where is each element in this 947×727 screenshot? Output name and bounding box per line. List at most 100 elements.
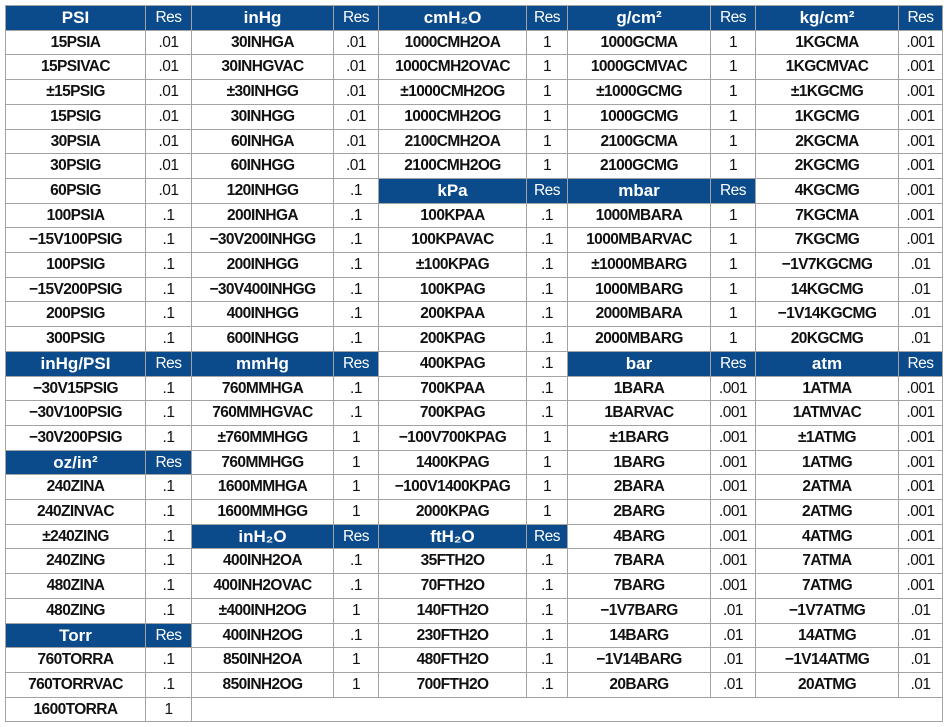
- column-header-unit: inHg/PSI: [5, 351, 146, 377]
- resolution-cell: .1: [333, 203, 379, 228]
- resolution-cell: 1: [333, 450, 379, 475]
- resolution-cell: .01: [333, 54, 379, 80]
- range-code-cell: 700KPAG: [378, 400, 527, 426]
- column-header-res: Res: [333, 351, 379, 377]
- range-code-cell: 1000MBARG: [567, 277, 711, 302]
- range-code-cell: ±1BARG: [567, 425, 711, 451]
- resolution-cell: .1: [333, 178, 379, 204]
- range-code-cell: 760TORRA: [5, 647, 146, 673]
- range-code-cell: ±1ATMG: [755, 425, 899, 451]
- resolution-cell: .01: [333, 30, 379, 55]
- range-code-cell: 30PSIG: [5, 153, 146, 179]
- resolution-cell: 1: [526, 425, 568, 451]
- resolution-cell: .001: [710, 425, 756, 451]
- resolution-cell: .001: [898, 573, 943, 599]
- resolution-cell: .1: [145, 252, 192, 278]
- range-code-cell: ±30INHGG: [191, 79, 334, 105]
- resolution-cell: .1: [145, 524, 192, 549]
- range-code-cell: −30V100PSIG: [5, 400, 146, 426]
- resolution-cell: 1: [710, 326, 756, 352]
- resolution-cell: 1: [526, 79, 568, 105]
- range-code-cell: 7BARA: [567, 548, 711, 574]
- resolution-cell: .01: [145, 153, 192, 179]
- range-code-cell: 15PSIVAC: [5, 54, 146, 80]
- range-code-cell: 760TORRVAC: [5, 672, 146, 698]
- range-code-cell: 850INH2OA: [191, 647, 334, 673]
- range-code-cell: −100V700KPAG: [378, 425, 527, 451]
- range-code-cell: ±400INH2OG: [191, 598, 334, 624]
- resolution-cell: 1: [710, 301, 756, 327]
- range-code-cell: 760MMHGG: [191, 450, 334, 475]
- resolution-cell: .001: [898, 30, 943, 55]
- range-code-cell: 2KGCMG: [755, 153, 899, 179]
- range-code-cell: 14KGCMG: [755, 277, 899, 302]
- range-code-cell: −1V14BARG: [567, 647, 711, 673]
- range-code-cell: 100KPAVAC: [378, 227, 527, 253]
- range-code-cell: 2100CMH2OG: [378, 153, 527, 179]
- resolution-cell: .001: [898, 203, 943, 228]
- resolution-cell: .1: [145, 301, 192, 327]
- range-code-cell: 70FTH2O: [378, 573, 527, 599]
- resolution-cell: .001: [898, 548, 943, 574]
- range-code-cell: 4ATMG: [755, 524, 899, 549]
- resolution-cell: .1: [333, 376, 379, 401]
- range-code-cell: 850INH2OG: [191, 672, 334, 698]
- column-header-res: Res: [333, 5, 379, 31]
- range-code-cell: 1KGCMA: [755, 30, 899, 55]
- column-header-unit: cmH₂O: [378, 5, 527, 31]
- range-code-cell: 300PSIG: [5, 326, 146, 352]
- resolution-cell: .001: [898, 153, 943, 179]
- resolution-cell: .1: [526, 548, 568, 574]
- range-code-cell: 1ATMVAC: [755, 400, 899, 426]
- empty-cell: [191, 697, 943, 722]
- resolution-cell: 1: [710, 104, 756, 130]
- column-header-res: Res: [145, 623, 192, 648]
- range-code-cell: 2ATMG: [755, 499, 899, 525]
- resolution-cell: .01: [333, 79, 379, 105]
- resolution-cell: 1: [526, 474, 568, 500]
- column-header-unit: inH₂O: [191, 524, 334, 549]
- column-header-res: Res: [145, 450, 192, 475]
- resolution-cell: .1: [145, 203, 192, 228]
- resolution-cell: .001: [898, 499, 943, 525]
- resolution-cell: .1: [145, 672, 192, 698]
- resolution-cell: .01: [898, 301, 943, 327]
- resolution-cell: .01: [333, 129, 379, 154]
- column-header-res: Res: [898, 5, 943, 31]
- range-code-cell: 20ATMG: [755, 672, 899, 698]
- resolution-cell: .1: [333, 548, 379, 574]
- range-code-cell: 400INH2OA: [191, 548, 334, 574]
- resolution-cell: 1: [710, 227, 756, 253]
- range-code-cell: −30V200PSIG: [5, 425, 146, 451]
- resolution-cell: 1: [710, 79, 756, 105]
- range-code-cell: 1000GCMG: [567, 104, 711, 130]
- column-header-res: Res: [710, 178, 756, 204]
- resolution-cell: 1: [333, 647, 379, 673]
- resolution-cell: .1: [145, 277, 192, 302]
- resolution-cell: .01: [898, 326, 943, 352]
- resolution-cell: .1: [526, 573, 568, 599]
- range-code-cell: ±240ZING: [5, 524, 146, 549]
- range-code-cell: 240ZINA: [5, 474, 146, 500]
- range-code-cell: 2KGCMA: [755, 129, 899, 154]
- range-code-cell: −30V15PSIG: [5, 376, 146, 401]
- column-header-unit: mmHg: [191, 351, 334, 377]
- range-code-cell: 14ATMG: [755, 623, 899, 648]
- column-header-res: Res: [526, 524, 568, 549]
- range-code-cell: 140FTH2O: [378, 598, 527, 624]
- column-header-unit: mbar: [567, 178, 711, 204]
- range-code-cell: −15V200PSIG: [5, 277, 146, 302]
- resolution-cell: .01: [710, 598, 756, 624]
- range-code-cell: 1BARA: [567, 376, 711, 401]
- range-code-cell: 1000CMH2OVAC: [378, 54, 527, 80]
- resolution-cell: .01: [898, 672, 943, 698]
- resolution-cell: .1: [145, 400, 192, 426]
- resolution-cell: .1: [526, 252, 568, 278]
- range-code-cell: 15PSIG: [5, 104, 146, 130]
- resolution-cell: 1: [526, 450, 568, 475]
- range-code-cell: 1600TORRA: [5, 697, 146, 722]
- resolution-cell: .001: [898, 474, 943, 500]
- column-header-res: Res: [333, 524, 379, 549]
- resolution-cell: 1: [333, 598, 379, 624]
